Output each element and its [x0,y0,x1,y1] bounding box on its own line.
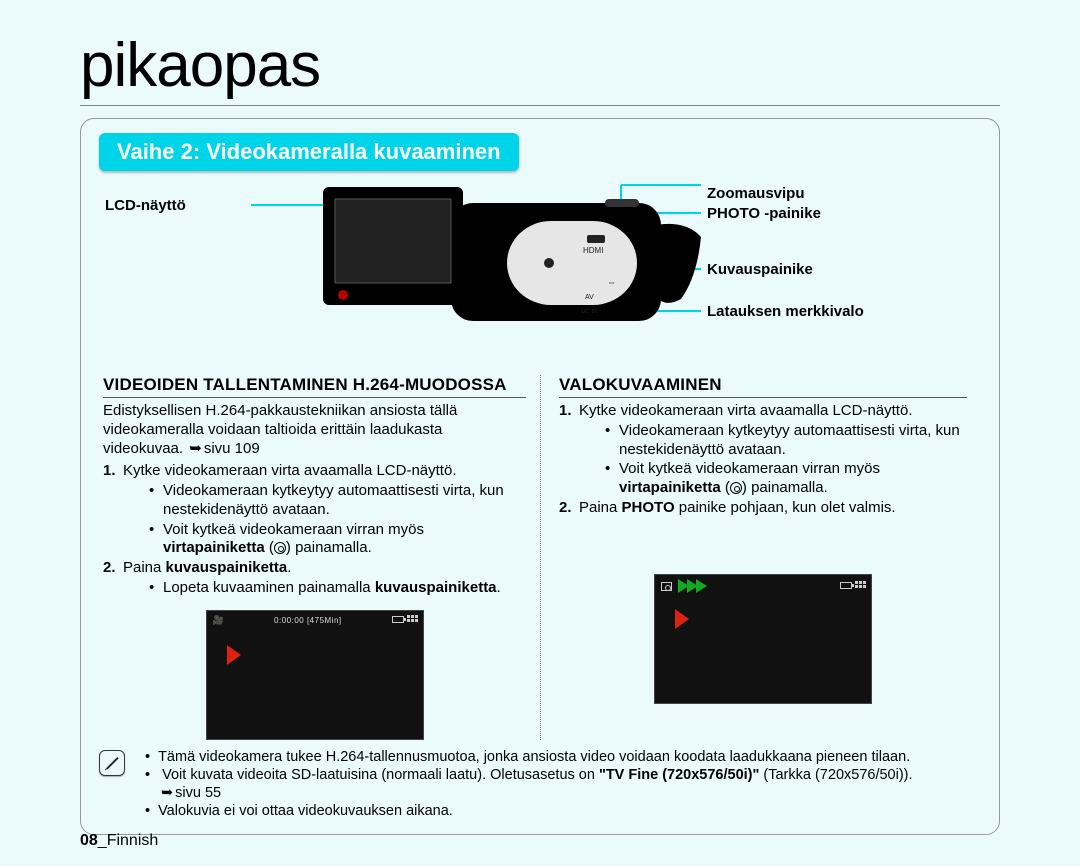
left-step-2: 2. Paina kuvauspainiketta. Lopeta kuvaam… [103,559,526,598]
right-column: VALOKUVAAMINEN 1. Kytke videokameraan vi… [540,375,981,740]
left-step1-bullet1: Videokameraan kytkeytyy automaattisesti … [143,482,526,520]
note-1: Tämä videokamera tukee H.264-tallennusmu… [145,748,913,766]
lcd-preview-video: 🎥 0:00:00 [475Min] [206,610,424,740]
left-column: VIDEOIDEN TALLENTAMINEN H.264-MUODOSSA E… [99,375,540,740]
note-icon [99,750,125,776]
lcd-preview-photo [654,574,872,704]
page-ref-icon [159,785,175,801]
page-ref-icon [187,440,204,457]
camera-illustration: HDMI ⇔ AV DC IN [251,155,711,365]
left-intro: Edistyksellisen H.264-pakkaustekniikan a… [103,402,526,458]
lcd-label: LCD-näyttö [105,197,186,214]
svg-text:⇔: ⇔ [607,277,616,287]
power-icon [730,482,742,494]
zoom-label: Zoomausvipu [707,185,805,202]
charge-led-label: Latauksen merkkivalo [707,303,864,320]
camera-icon [661,582,672,591]
camera-diagram: LCD-näyttö Zoomausvipu PHOTO -painike Ku… [81,175,999,375]
left-step1-bullet2: Voit kytkeä videokameraan virran myös vi… [143,521,526,559]
right-step1-bullet2: Voit kytkeä videokameraan virran myös vi… [599,460,967,498]
page-footer: 08_Finnish [80,832,158,850]
svg-text:HDMI: HDMI [583,246,603,255]
content-box: Vaihe 2: Videokameralla kuvaaminen LCD-n… [80,118,1000,835]
left-heading: VIDEOIDEN TALLENTAMINEN H.264-MUODOSSA [103,375,526,398]
right-step-2: 2. Paina PHOTO painike pohjaan, kun olet… [559,499,967,518]
play-indicator-icon [227,645,241,665]
right-step1-bullet1: Videokameraan kytkeytyy automaattisesti … [599,422,967,460]
play-indicator-icon [675,609,689,629]
left-step2-bullet1: Lopeta kuvaaminen painamalla kuvauspaini… [143,579,526,598]
page-title: pikaopas [80,30,1000,106]
right-heading: VALOKUVAAMINEN [559,375,967,398]
svg-text:AV: AV [585,294,594,301]
notes-block: Tämä videokamera tukee H.264-tallennusmu… [81,740,999,825]
photo-button-label: PHOTO -painike [707,205,821,222]
right-step-1: 1. Kytke videokameraan virta avaamalla L… [559,402,967,498]
note-3: Valokuvia ei voi ottaa videokuvauksen ai… [145,802,913,820]
power-icon [274,542,286,554]
left-step-1: 1. Kytke videokameraan virta avaamalla L… [103,462,526,558]
svg-text:DC IN: DC IN [581,309,597,315]
record-button-label: Kuvauspainike [707,261,813,278]
note-2: Voit kuvata videoita SD-laatuisina (norm… [145,766,913,802]
